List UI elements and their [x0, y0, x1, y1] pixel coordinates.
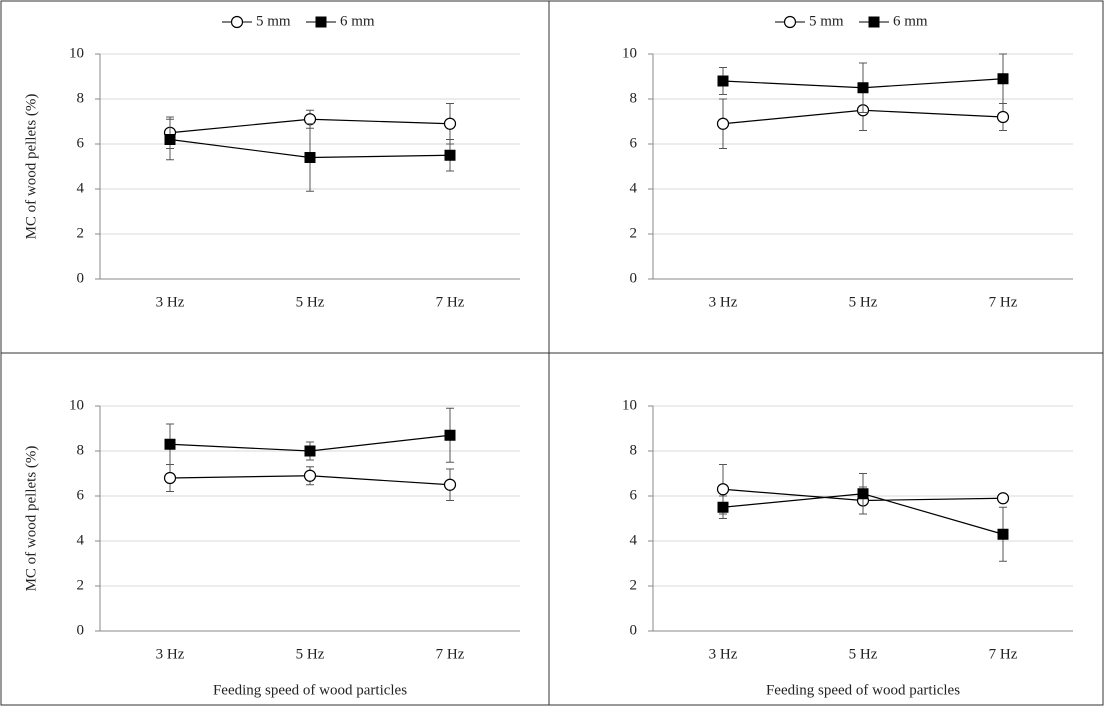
x-tick-label: 5 Hz [849, 294, 878, 310]
y-tick-label: 10 [622, 397, 637, 413]
marker [857, 488, 869, 500]
y-tick-label: 6 [77, 487, 85, 503]
x-axis-label: Feeding speed of wood particles [766, 682, 960, 698]
marker [444, 429, 456, 441]
x-tick-label: 5 Hz [849, 646, 878, 662]
marker [716, 483, 730, 496]
marker [303, 469, 317, 482]
y-tick-label: 8 [630, 90, 638, 106]
marker [997, 73, 1009, 85]
x-tick-label: 3 Hz [709, 646, 738, 662]
marker [164, 134, 176, 145]
x-tick-label: 7 Hz [436, 646, 465, 662]
marker [303, 113, 317, 126]
y-tick-label: 4 [77, 180, 85, 196]
marker [163, 471, 177, 485]
y-tick-label: 2 [630, 577, 638, 593]
marker [443, 478, 457, 491]
y-tick-label: 4 [630, 180, 638, 196]
x-tick-label: 5 Hz [296, 646, 325, 662]
y-tick-label: 8 [77, 442, 85, 458]
y-tick-label: 6 [630, 135, 638, 151]
y-tick-label: 2 [630, 225, 638, 241]
x-tick-label: 3 Hz [156, 294, 185, 310]
legend-label: 6 mm [893, 13, 928, 29]
marker [444, 149, 456, 161]
y-tick-label: 0 [630, 622, 638, 638]
y-tick-label: 2 [77, 225, 85, 241]
y-tick-label: 0 [77, 622, 85, 638]
legend-marker [230, 15, 244, 29]
marker [717, 75, 729, 87]
x-tick-label: 5 Hz [296, 294, 325, 310]
y-tick-label: 8 [77, 90, 85, 106]
y-axis-label: MC of wood pellets (%) [23, 446, 39, 592]
y-tick-label: 4 [77, 532, 85, 548]
marker [717, 501, 729, 513]
x-tick-label: 7 Hz [989, 646, 1018, 662]
x-axis-label: Feeding speed of wood particles [213, 682, 407, 698]
marker [716, 117, 730, 130]
y-tick-label: 10 [69, 397, 84, 413]
x-tick-label: 3 Hz [156, 646, 185, 662]
marker [996, 110, 1010, 124]
marker [857, 82, 869, 94]
y-tick-label: 0 [77, 270, 85, 286]
x-tick-label: 7 Hz [436, 294, 465, 310]
marker [304, 152, 316, 163]
marker [164, 438, 176, 450]
y-tick-label: 0 [630, 270, 638, 286]
y-tick-label: 6 [77, 135, 85, 151]
y-tick-label: 6 [630, 487, 638, 503]
y-tick-label: 4 [630, 532, 638, 548]
marker [997, 528, 1009, 540]
legend-label: 5 mm [809, 13, 844, 29]
legend-label: 6 mm [340, 13, 375, 29]
marker [443, 117, 457, 130]
y-tick-label: 10 [69, 45, 84, 61]
legend-label: 5 mm [256, 13, 291, 29]
y-tick-label: 2 [77, 577, 85, 593]
x-tick-label: 7 Hz [989, 294, 1018, 310]
x-tick-label: 3 Hz [709, 294, 738, 310]
y-axis-label: MC of wood pellets (%) [23, 94, 39, 240]
legend-marker [868, 16, 880, 28]
legend-marker [783, 15, 797, 29]
y-tick-label: 8 [630, 442, 638, 458]
marker [996, 492, 1010, 505]
marker [304, 445, 316, 457]
y-tick-label: 10 [622, 45, 637, 61]
legend-marker [315, 16, 327, 28]
